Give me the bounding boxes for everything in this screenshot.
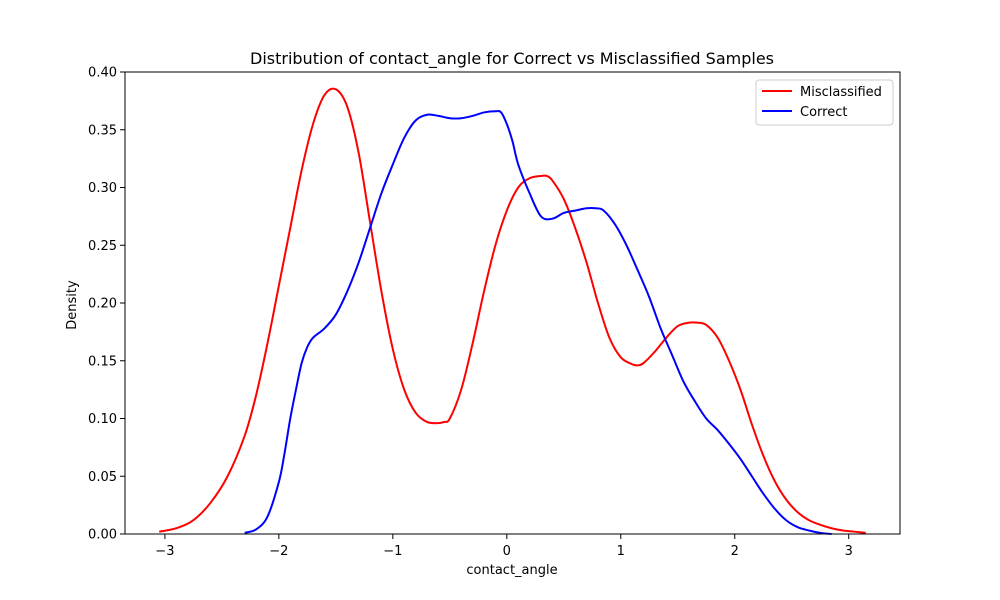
legend-label-misclassified: Misclassified: [800, 85, 882, 100]
y-tick-label: 0.30: [88, 181, 117, 196]
y-tick-label: 0.40: [88, 66, 117, 81]
x-tick-label: 3: [845, 544, 853, 559]
plot-lines: [158, 87, 866, 535]
x-tick-label: 1: [617, 544, 625, 559]
y-tick-label: 0.25: [88, 239, 117, 254]
y-tick-label: 0.00: [88, 528, 117, 543]
y-tick-label: 0.10: [88, 412, 117, 427]
x-tick-label: −2: [269, 544, 288, 559]
legend: Misclassified Correct: [755, 79, 894, 126]
y-tick-label: 0.05: [88, 470, 117, 485]
x-axis-ticks: −3 −2 −1 0 1 2 3: [155, 534, 853, 559]
x-tick-label: −1: [383, 544, 402, 559]
y-axis-label: Density: [65, 280, 80, 330]
x-tick-label: 0: [503, 544, 511, 559]
y-tick-label: 0.20: [88, 297, 117, 312]
y-tick-label: 0.15: [88, 354, 117, 369]
y-axis-ticks: 0.00 0.05 0.10 0.15 0.20 0.25 0.30 0.35 0.40: [88, 66, 125, 543]
y-tick-label: 0.35: [88, 123, 117, 138]
x-tick-label: −3: [155, 544, 174, 559]
x-tick-label: 2: [731, 544, 739, 559]
axes-frame: [124, 71, 901, 535]
legend-label-correct: Correct: [800, 105, 847, 120]
series-line-correct: [244, 110, 832, 535]
x-axis-label: contact_angle: [466, 563, 557, 578]
series-line-misclassified: [158, 87, 866, 534]
chart-title: Distribution of contact_angle for Correc…: [250, 49, 774, 69]
